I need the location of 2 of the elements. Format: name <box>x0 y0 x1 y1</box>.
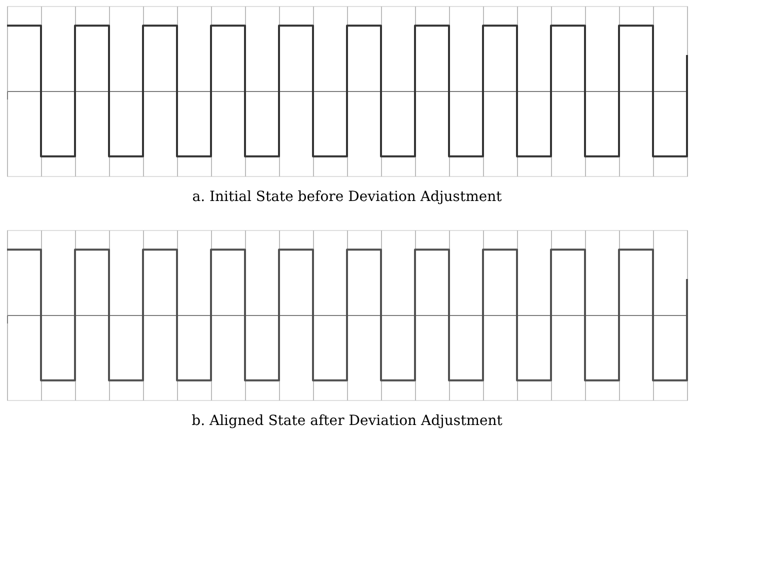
text: a. Initial State before Deviation Adjustment <box>192 189 502 205</box>
text: b. Aligned State after Deviation Adjustment <box>192 413 503 429</box>
